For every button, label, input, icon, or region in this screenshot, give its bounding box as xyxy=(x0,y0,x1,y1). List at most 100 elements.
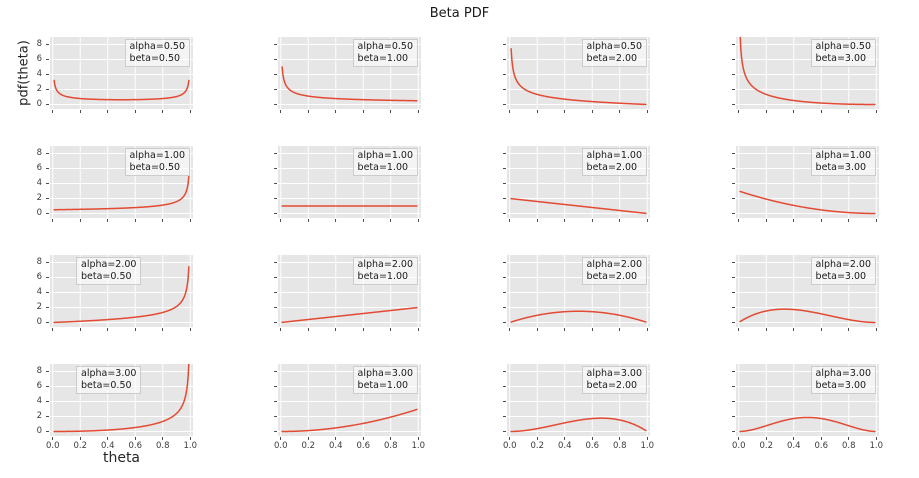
y-tick-mark xyxy=(274,262,277,263)
x-tick-label: 0.4 xyxy=(328,441,343,451)
annotation-line: alpha=2.00 xyxy=(815,259,871,270)
y-tick-mark xyxy=(46,322,49,323)
x-tick-mark xyxy=(134,328,136,331)
y-tick-label: 0 xyxy=(36,317,42,327)
parameter-annotation: alpha=0.50 beta=1.00 xyxy=(352,39,418,67)
x-tick-mark xyxy=(536,328,538,331)
y-tick-mark xyxy=(503,416,506,417)
x-tick-mark xyxy=(107,110,109,113)
y-tick-mark xyxy=(46,262,49,263)
subplot-r2c1: 0 2 4 6 8 alpha=1.00 beta=0.50 xyxy=(37,146,193,222)
subplot-r3c2: alpha=2.00 beta=1.00 xyxy=(274,255,421,331)
x-tick-label: 0.8 xyxy=(383,441,398,451)
y-tick-mark xyxy=(46,386,49,387)
annotation-line: beta=3.00 xyxy=(815,380,867,391)
x-tick-mark xyxy=(134,219,136,222)
x-tick-mark xyxy=(765,328,767,331)
x-tick-mark xyxy=(390,437,392,440)
beta-pdf-curve xyxy=(53,364,190,433)
y-tick-mark xyxy=(732,307,735,308)
y-tick-mark xyxy=(732,277,735,278)
y-tick-label: 8 xyxy=(36,148,42,158)
x-tick-mark xyxy=(189,328,191,331)
annotation-line: beta=0.50 xyxy=(129,53,181,64)
y-tick-mark xyxy=(732,416,735,417)
y-tick-mark xyxy=(274,198,277,199)
annotation-line: beta=3.00 xyxy=(815,162,867,173)
x-tick-mark xyxy=(646,110,648,113)
y-tick-label: 8 xyxy=(36,366,42,376)
y-tick-mark xyxy=(732,198,735,199)
beta-pdf-curve xyxy=(281,306,418,324)
y-tick-label: 6 xyxy=(36,272,42,282)
x-tick-label: 0.0 xyxy=(731,441,746,451)
annotation-line: beta=2.00 xyxy=(586,162,638,173)
x-tick-mark xyxy=(79,437,81,440)
x-tick-mark xyxy=(820,328,822,331)
subplot-r3c3: alpha=2.00 beta=2.00 xyxy=(503,255,650,331)
x-tick-label: 0.2 xyxy=(530,441,545,451)
subplot-r2c2: alpha=1.00 beta=1.00 xyxy=(274,146,421,222)
y-tick-label: 2 xyxy=(36,84,42,94)
y-tick-mark xyxy=(732,44,735,45)
x-tick-mark xyxy=(362,437,364,440)
x-tick-label: 0.4 xyxy=(786,441,801,451)
x-tick-mark xyxy=(875,219,877,222)
beta-pdf-curve xyxy=(281,66,418,102)
x-tick-mark xyxy=(848,437,850,440)
parameter-annotation: alpha=2.00 beta=0.50 xyxy=(76,257,142,285)
y-tick-label: 2 xyxy=(36,302,42,312)
subplot-r3c4: alpha=2.00 beta=3.00 xyxy=(732,255,879,331)
annotation-line: beta=2.00 xyxy=(586,271,638,282)
y-tick-mark xyxy=(274,74,277,75)
x-tick-mark xyxy=(107,219,109,222)
y-tick-mark xyxy=(274,277,277,278)
x-tick-mark xyxy=(646,219,648,222)
x-tick-mark xyxy=(162,110,164,113)
x-tick-mark xyxy=(820,437,822,440)
y-tick-mark xyxy=(274,386,277,387)
y-tick-mark xyxy=(732,292,735,293)
y-tick-label: 4 xyxy=(36,178,42,188)
parameter-annotation: alpha=2.00 beta=3.00 xyxy=(810,257,876,285)
x-tick-label: 0.0 xyxy=(45,441,60,451)
y-tick-label: 4 xyxy=(36,396,42,406)
x-tick-mark xyxy=(765,110,767,113)
y-tick-mark xyxy=(503,59,506,60)
subplot-r1c3: alpha=0.50 beta=2.00 xyxy=(503,37,650,113)
y-tick-label: 8 xyxy=(36,257,42,267)
x-tick-mark xyxy=(738,219,740,222)
y-tick-mark xyxy=(732,168,735,169)
x-tick-mark xyxy=(820,110,822,113)
x-tick-mark xyxy=(79,219,81,222)
x-tick-label: 0.4 xyxy=(557,441,572,451)
x-tick-mark xyxy=(280,437,282,440)
y-tick-mark xyxy=(46,74,49,75)
y-tick-label: 6 xyxy=(36,163,42,173)
annotation-line: beta=3.00 xyxy=(815,271,867,282)
x-tick-mark xyxy=(52,219,54,222)
x-tick-mark xyxy=(79,110,81,113)
y-tick-mark xyxy=(503,74,506,75)
x-tick-mark xyxy=(134,110,136,113)
x-tick-mark xyxy=(646,328,648,331)
y-tick-mark xyxy=(274,371,277,372)
y-tick-mark xyxy=(274,322,277,323)
x-tick-label: 0.8 xyxy=(612,441,627,451)
beta-pdf-curve xyxy=(53,266,190,324)
y-tick-mark xyxy=(46,277,49,278)
x-tick-label: 0.6 xyxy=(585,441,600,451)
y-tick-label: 0 xyxy=(36,208,42,218)
x-tick-mark xyxy=(536,437,538,440)
y-tick-mark xyxy=(274,307,277,308)
y-tick-mark xyxy=(732,89,735,90)
x-tick-mark xyxy=(79,328,81,331)
annotation-line: beta=1.00 xyxy=(357,271,409,282)
annotation-line: alpha=1.00 xyxy=(586,150,642,161)
subplot-r4c1: 0.0 0.2 0.4 0.6 0.8 1.0 0 2 4 6 8 alpha=3.00 beta=0.… xyxy=(37,364,197,451)
y-tick-mark xyxy=(46,183,49,184)
subplot-r1c2: alpha=0.50 beta=1.00 xyxy=(274,37,421,113)
x-tick-mark xyxy=(390,328,392,331)
y-tick-mark xyxy=(46,44,49,45)
